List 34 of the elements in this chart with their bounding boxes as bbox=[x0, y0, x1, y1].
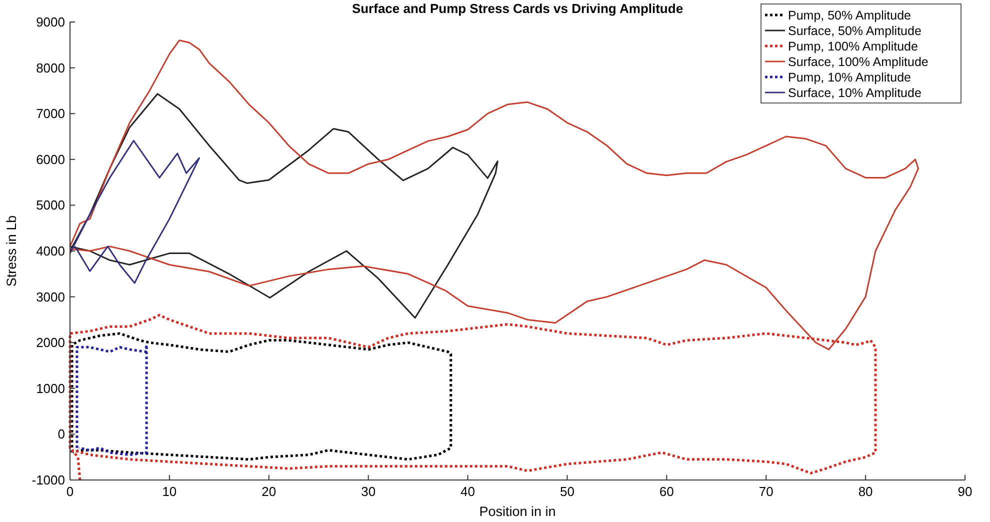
y-tick-label: -1000 bbox=[32, 472, 65, 488]
x-tick-label: 40 bbox=[460, 484, 476, 499]
y-tick-label: 0 bbox=[58, 426, 65, 442]
legend-label: Surface, 100% Amplitude bbox=[788, 55, 928, 69]
x-tick-label: 70 bbox=[758, 484, 774, 499]
x-axis-title: Position in in bbox=[479, 504, 556, 519]
y-tick-label: 2000 bbox=[36, 335, 65, 350]
legend-label: Pump, 10% Amplitude bbox=[788, 70, 912, 84]
x-tick-label: 50 bbox=[560, 484, 574, 499]
x-tick-label: 90 bbox=[958, 484, 972, 499]
line-series bbox=[69, 140, 200, 284]
y-tick-label: 6000 bbox=[36, 152, 65, 167]
y-tick-label: 3000 bbox=[36, 289, 65, 304]
chart-title: Surface and Pump Stress Cards vs Driving Amplitude bbox=[352, 1, 684, 16]
y-tick-label: 9000 bbox=[36, 14, 65, 30]
x-tick-label: 60 bbox=[659, 484, 674, 499]
line-series bbox=[69, 93, 498, 319]
legend-label: Surface, 10% Amplitude bbox=[788, 86, 922, 100]
y-tick-label: 1000 bbox=[36, 380, 65, 396]
x-tick-label: 30 bbox=[361, 484, 376, 499]
line-series bbox=[68, 314, 877, 482]
x-tick-label: 10 bbox=[162, 484, 177, 499]
y-tick-label: 8000 bbox=[36, 60, 65, 76]
y-tick-label: 7000 bbox=[36, 106, 65, 122]
legend-label: Pump, 100% Amplitude bbox=[788, 40, 918, 54]
x-tick-label: 20 bbox=[262, 484, 276, 499]
y-axis-title: Stress in Lb bbox=[4, 215, 19, 287]
legend-label: Pump, 50% Amplitude bbox=[788, 8, 912, 22]
y-tick-label: 5000 bbox=[36, 198, 65, 213]
line-series bbox=[70, 332, 452, 461]
line-series bbox=[76, 344, 148, 456]
x-tick-label: 80 bbox=[858, 484, 873, 499]
legend-label: Surface, 50% Amplitude bbox=[788, 24, 922, 38]
y-tick-label: 4000 bbox=[36, 244, 65, 258]
